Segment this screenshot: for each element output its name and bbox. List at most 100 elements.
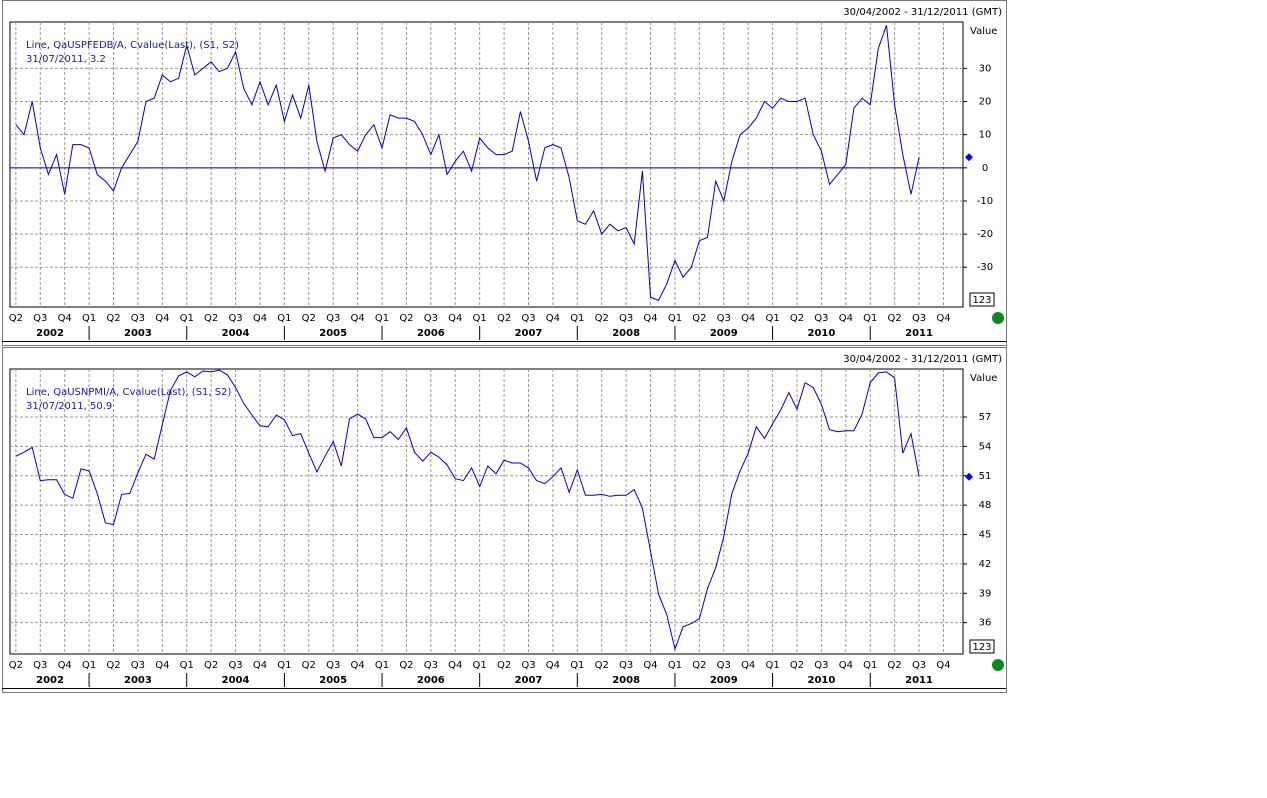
year-label: 2010 [807,675,835,686]
last-value-marker [965,153,973,162]
x-tick-label: Q1 [82,313,96,324]
y-tick-label: 45 [979,530,992,541]
y-tick-label: -30 [977,262,993,273]
x-tick-label: Q1 [473,313,487,324]
y-tick-label: 30 [979,63,992,74]
x-tick-label: Q2 [399,313,413,324]
x-tick-label: Q1 [863,313,877,324]
x-tick-label: Q4 [58,660,72,671]
x-tick-label: Q2 [106,660,120,671]
x-tick-label: Q2 [302,313,316,324]
year-label: 2005 [319,328,347,339]
x-tick-label: Q1 [765,313,779,324]
x-tick-label: Q4 [643,660,657,671]
x-tick-label: Q2 [888,313,902,324]
x-tick-label: Q3 [33,313,47,324]
date-range: 30/04/2002 - 31/12/2011 (GMT) [843,7,1002,18]
year-label: 2004 [222,328,250,339]
scale-button-box [969,639,995,654]
x-tick-label: Q4 [58,313,72,324]
x-tick-label: Q2 [790,313,804,324]
year-label: 2007 [515,675,543,686]
x-tick-label: Q3 [131,313,145,324]
scale-button-label: 123 [972,295,991,306]
x-tick-label: Q3 [326,660,340,671]
x-tick-label: Q3 [814,313,828,324]
x-tick-label: Q3 [33,660,47,671]
x-tick-label: Q4 [741,313,755,324]
plot-area [9,368,964,655]
year-label: 2008 [612,328,640,339]
x-tick-label: Q4 [448,313,462,324]
x-tick-label: Q4 [643,313,657,324]
x-tick-label: Q3 [521,660,535,671]
scale-button-box [969,292,995,307]
x-tick-label: Q4 [839,660,853,671]
year-label: 2010 [807,328,835,339]
status-indicator [992,659,1004,671]
chart-panel: 30/04/2002 - 31/12/2011 (GMT) Value 36 39 42… [2,347,1007,693]
year-label: 2011 [905,675,933,686]
y-axis-title: Value [970,26,997,37]
y-tick-label: 48 [979,500,992,511]
x-tick-label: Q2 [399,660,413,671]
x-tick-label: Q1 [570,313,584,324]
x-tick-label: Q2 [595,313,609,324]
scale-button[interactable]: 123 [969,639,995,654]
x-tick-label: Q4 [155,313,169,324]
legend-entry: Line, QaUSPFEDB/A, Cvalue(Last), (S1, S2… [26,40,239,51]
x-tick-label: Q2 [497,660,511,671]
x-tick-label: Q4 [546,313,560,324]
y-tick-label: 57 [979,412,992,423]
x-tick-label: Q1 [82,660,96,671]
x-tick-label: Q4 [253,313,267,324]
legend-entry: Line, QaUSNPMI/A, Cvalue(Last), (S1, S2) [26,387,231,398]
x-tick-label: Q3 [326,313,340,324]
x-tick-label: Q1 [668,313,682,324]
year-label: 2009 [710,328,738,339]
year-label: 2006 [417,675,445,686]
x-tick-label: Q3 [424,313,438,324]
x-tick-label: Q3 [424,660,438,671]
y-tick-label: 51 [979,471,992,482]
x-tick-label: Q2 [9,313,23,324]
year-label: 2004 [222,675,250,686]
x-tick-label: Q2 [692,313,706,324]
x-tick-label: Q1 [863,660,877,671]
x-tick-label: Q4 [741,660,755,671]
year-label: 2008 [612,675,640,686]
scale-button[interactable]: 123 [969,292,995,307]
x-tick-label: Q3 [521,313,535,324]
y-tick-label: 54 [979,441,992,452]
chart-panel: 30/04/2002 - 31/12/2011 (GMT) Value -30 -20… [2,0,1007,346]
plot-area [9,21,964,308]
x-tick-label: Q1 [765,660,779,671]
x-tick-label: Q4 [155,660,169,671]
x-tick-label: Q4 [350,660,364,671]
x-tick-label: Q2 [204,313,218,324]
x-tick-label: Q3 [619,660,633,671]
x-tick-label: Q1 [277,660,291,671]
x-tick-label: Q3 [228,313,242,324]
x-tick-label: Q4 [546,660,560,671]
y-tick-label: 42 [979,559,992,570]
x-tick-label: Q3 [131,660,145,671]
year-label: 2005 [319,675,347,686]
x-tick-label: Q2 [692,660,706,671]
x-tick-label: Q2 [9,660,23,671]
data-line [15,369,920,651]
x-tick-label: Q3 [717,313,731,324]
x-tick-label: Q2 [888,660,902,671]
x-tick-label: Q3 [814,660,828,671]
x-tick-label: Q1 [277,313,291,324]
last-value-text: 31/07/2011, 3.2 [26,54,106,65]
x-tick-label: Q2 [204,660,218,671]
x-tick-label: Q2 [302,660,316,671]
x-tick-label: Q4 [253,660,267,671]
year-label: 2006 [417,328,445,339]
x-tick-label: Q2 [595,660,609,671]
x-tick-label: Q1 [180,313,194,324]
last-value-text: 31/07/2011, 50.9 [26,401,112,412]
x-tick-label: Q3 [912,313,926,324]
